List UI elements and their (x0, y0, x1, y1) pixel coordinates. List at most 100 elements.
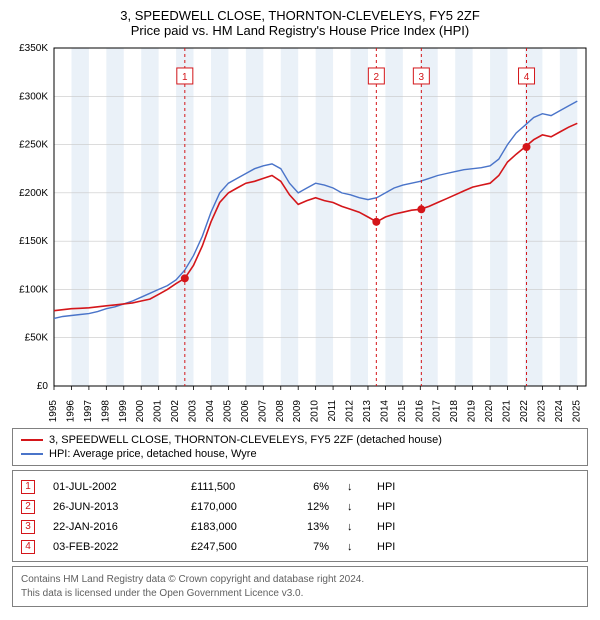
transaction-marker: 2 (21, 500, 35, 514)
year-band (281, 48, 298, 386)
down-arrow-icon: ↓ (347, 481, 359, 493)
attribution-line2: This data is licensed under the Open Gov… (21, 587, 579, 601)
x-tick-label: 2008 (275, 400, 286, 422)
x-tick-label: 2022 (519, 400, 530, 422)
x-tick-label: 1999 (118, 400, 129, 422)
transaction-price: £183,000 (191, 521, 271, 533)
x-tick-label: 2011 (327, 400, 338, 422)
year-band (455, 48, 472, 386)
x-tick-label: 2017 (432, 400, 443, 422)
y-tick-label: £350K (19, 43, 48, 54)
transaction-price: £111,500 (191, 481, 271, 493)
down-arrow-icon: ↓ (347, 501, 359, 513)
x-tick-label: 1997 (83, 400, 94, 422)
tx-label-num: 2 (374, 72, 380, 83)
year-band (490, 48, 507, 386)
tx-dot (523, 143, 531, 151)
y-tick-label: £200K (19, 188, 48, 199)
x-tick-label: 2023 (536, 400, 547, 422)
legend-label: HPI: Average price, detached house, Wyre (49, 448, 257, 460)
transaction-delta: 12% (289, 501, 329, 513)
x-tick-label: 2005 (222, 400, 233, 422)
x-tick-label: 2013 (362, 400, 373, 422)
x-tick-label: 2007 (257, 400, 268, 422)
x-tick-label: 2018 (449, 400, 460, 422)
y-tick-label: £250K (19, 140, 48, 151)
x-tick-label: 2000 (135, 400, 146, 422)
y-tick-label: £50K (25, 333, 49, 344)
x-tick-label: 2012 (345, 400, 356, 422)
year-band (106, 48, 123, 386)
transaction-price: £170,000 (191, 501, 271, 513)
tx-dot (372, 218, 380, 226)
chart-title-line1: 3, SPEEDWELL CLOSE, THORNTON-CLEVELEYS, … (8, 8, 592, 23)
year-band (141, 48, 158, 386)
x-tick-label: 2020 (484, 400, 495, 422)
year-band (351, 48, 368, 386)
transaction-marker: 4 (21, 540, 35, 554)
tx-dot (417, 205, 425, 213)
transaction-row: 4 03-FEB-2022 £247,500 7% ↓ HPI (21, 537, 579, 557)
year-band (71, 48, 88, 386)
transaction-hpi-label: HPI (377, 521, 407, 533)
year-band (316, 48, 333, 386)
transaction-row: 2 26-JUN-2013 £170,000 12% ↓ HPI (21, 497, 579, 517)
transaction-hpi-label: HPI (377, 501, 407, 513)
legend-label: 3, SPEEDWELL CLOSE, THORNTON-CLEVELEYS, … (49, 434, 442, 446)
x-tick-label: 1996 (65, 400, 76, 422)
x-tick-label: 1998 (100, 400, 111, 422)
y-tick-label: £150K (19, 236, 48, 247)
legend-row: HPI: Average price, detached house, Wyre (21, 447, 579, 461)
down-arrow-icon: ↓ (347, 521, 359, 533)
tx-label-num: 4 (524, 72, 530, 83)
x-tick-label: 2001 (153, 400, 164, 422)
y-tick-label: £100K (19, 284, 48, 295)
x-tick-label: 2003 (188, 400, 199, 422)
transaction-hpi-label: HPI (377, 481, 407, 493)
year-band (420, 48, 437, 386)
transaction-date: 03-FEB-2022 (53, 541, 173, 553)
transaction-marker: 3 (21, 520, 35, 534)
x-tick-label: 2014 (379, 400, 390, 422)
legend-row: 3, SPEEDWELL CLOSE, THORNTON-CLEVELEYS, … (21, 433, 579, 447)
x-tick-label: 2009 (292, 400, 303, 422)
year-band (385, 48, 402, 386)
x-tick-label: 2015 (397, 400, 408, 422)
x-tick-label: 2002 (170, 400, 181, 422)
x-tick-label: 2025 (571, 400, 582, 422)
legend-swatch (21, 453, 43, 455)
down-arrow-icon: ↓ (347, 541, 359, 553)
y-tick-label: £0 (37, 381, 49, 392)
price-chart: £0 £50K £100K £150K £200K £250K £300K £350K 1995… (8, 42, 592, 422)
transaction-marker: 1 (21, 480, 35, 494)
transaction-delta: 13% (289, 521, 329, 533)
transaction-delta: 6% (289, 481, 329, 493)
transaction-delta: 7% (289, 541, 329, 553)
tx-label-num: 1 (182, 72, 188, 83)
transaction-row: 1 01-JUL-2002 £111,500 6% ↓ HPI (21, 477, 579, 497)
tx-label-num: 3 (419, 72, 425, 83)
transaction-date: 26-JUN-2013 (53, 501, 173, 513)
chart-title-line2: Price paid vs. HM Land Registry's House … (8, 23, 592, 38)
x-tick-label: 2024 (554, 400, 565, 422)
transactions-table: 1 01-JUL-2002 £111,500 6% ↓ HPI 2 26-JUN-2013 £1… (12, 470, 588, 562)
year-band (525, 48, 542, 386)
x-tick-label: 2004 (205, 400, 216, 422)
x-tick-label: 2021 (502, 400, 513, 422)
x-tick-label: 1995 (48, 400, 59, 422)
transaction-date: 22-JAN-2016 (53, 521, 173, 533)
attribution-line1: Contains HM Land Registry data © Crown c… (21, 573, 579, 587)
transaction-hpi-label: HPI (377, 541, 407, 553)
x-tick-label: 2006 (240, 400, 251, 422)
x-tick-label: 2019 (467, 400, 478, 422)
year-band (560, 48, 577, 386)
x-tick-label: 2016 (414, 400, 425, 422)
legend: 3, SPEEDWELL CLOSE, THORNTON-CLEVELEYS, … (12, 428, 588, 466)
tx-dot (181, 274, 189, 282)
year-band (246, 48, 263, 386)
attribution: Contains HM Land Registry data © Crown c… (12, 566, 588, 607)
transaction-price: £247,500 (191, 541, 271, 553)
transaction-date: 01-JUL-2002 (53, 481, 173, 493)
legend-swatch (21, 439, 43, 441)
y-tick-label: £300K (19, 91, 48, 102)
